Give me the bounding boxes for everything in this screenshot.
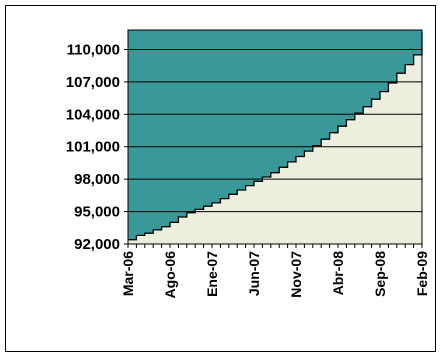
- area-below: [128, 32, 422, 245]
- plot-border: [127, 29, 423, 245]
- y-axis: 92,000 95,000 98,000 101,000 104,000 107,000 1…: [66, 41, 128, 253]
- y-tick-label: 98,000: [74, 171, 120, 188]
- y-tick-label: 110,000: [67, 41, 120, 58]
- x-tick-label: Abr-08: [330, 251, 346, 296]
- series-line: [128, 32, 423, 241]
- y-tick-label: 92,000: [74, 236, 120, 253]
- x-axis: Mar-06 Ago-06 Ene-07 Jun-07 Nov-07 Abr-08 Sep-…: [120, 244, 430, 298]
- y-tick-label: 101,000: [66, 139, 120, 156]
- y-tick-label: 107,000: [66, 74, 120, 91]
- x-tick-label: Feb-09: [414, 251, 430, 296]
- x-tick-label: Mar-06: [120, 251, 136, 296]
- x-tick-label: Nov-07: [288, 251, 304, 298]
- x-tick-label: Ago-06: [162, 251, 178, 299]
- x-tick-label: Jun-07: [246, 251, 262, 296]
- y-tick-label: 95,000: [74, 204, 120, 221]
- plot-area: [127, 29, 423, 245]
- x-tick-label: Ene-07: [204, 251, 220, 297]
- x-tick-label: Sep-08: [372, 251, 388, 297]
- y-tick-label: 104,000: [66, 106, 120, 123]
